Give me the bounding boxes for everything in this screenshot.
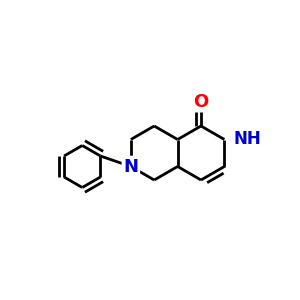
- Text: NH: NH: [233, 130, 261, 148]
- Text: O: O: [194, 93, 208, 111]
- Text: N: N: [123, 158, 138, 175]
